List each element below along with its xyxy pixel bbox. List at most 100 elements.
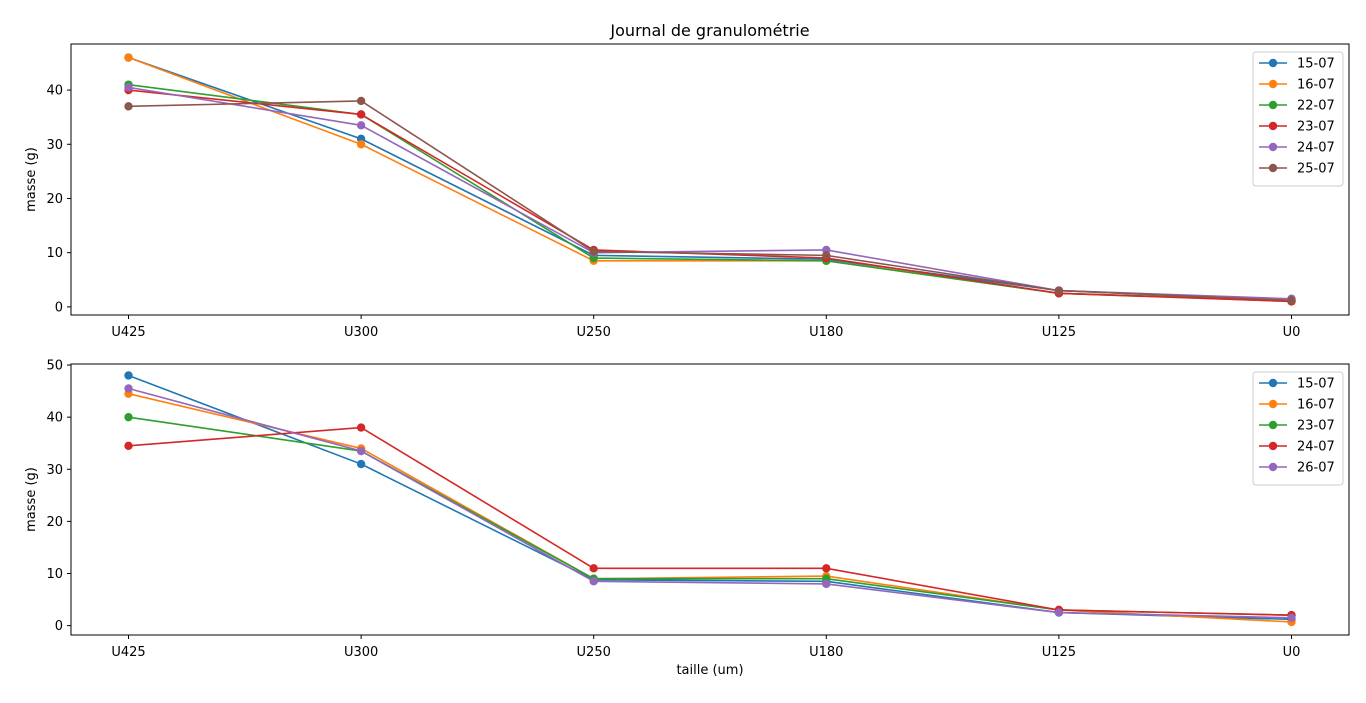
series-line — [128, 416, 1292, 616]
legend-marker — [1268, 399, 1278, 409]
y-tick-label: 30 — [46, 463, 63, 478]
data-point — [356, 423, 366, 432]
y-tick-label: 10 — [46, 246, 63, 261]
legend-marker — [1268, 79, 1278, 89]
data-point — [124, 384, 133, 393]
legend-marker — [1268, 163, 1278, 173]
subplot-1: 0 10 20 30 40 U425 U300 U250 U180 U125 U0 masse (g)… — [24, 43, 1350, 340]
x-tick-label: U425 — [111, 325, 145, 340]
x-tick-label: U125 — [1042, 325, 1076, 340]
legend-entry: 25-07 — [1259, 162, 1335, 177]
legend-entry: 24-07 — [1259, 141, 1335, 156]
series-23-07 — [124, 85, 1296, 306]
data-point — [356, 459, 366, 469]
y-tick-label: 40 — [46, 84, 63, 99]
y-axis-label: masse (g) — [24, 467, 39, 532]
legend-label: 26-07 — [1297, 461, 1335, 476]
data-point — [124, 371, 133, 380]
legend-marker — [1268, 378, 1278, 388]
y-tick-label: 40 — [46, 411, 63, 426]
series-15-07 — [124, 371, 1296, 624]
legend-entry: 23-07 — [1259, 419, 1335, 434]
legend-marker — [1268, 58, 1278, 68]
data-point — [589, 564, 598, 573]
legend-marker — [1268, 142, 1278, 152]
x-tick-label: U0 — [1283, 325, 1301, 340]
legend-entry: 16-07 — [1259, 78, 1335, 93]
data-point — [589, 247, 598, 256]
series-line — [128, 100, 1292, 302]
legend-label: 16-07 — [1297, 78, 1335, 93]
legend-entry: 23-07 — [1259, 120, 1335, 135]
data-point — [356, 110, 366, 119]
data-point — [822, 564, 831, 573]
legend-marker — [1268, 462, 1278, 472]
legend-label: 15-07 — [1297, 377, 1335, 392]
data-point — [1287, 613, 1296, 623]
legend-entry: 24-07 — [1259, 440, 1335, 455]
data-point — [356, 121, 366, 130]
legend-label: 22-07 — [1297, 99, 1335, 114]
series-26-07 — [124, 384, 1296, 623]
legend-label: 24-07 — [1297, 440, 1335, 455]
legend: 15-07 16-07 22-07 23-07 24-07 25-07 — [1252, 51, 1344, 187]
series-line — [128, 426, 1292, 616]
y-tick-label: 30 — [46, 138, 63, 153]
series-22-07 — [124, 80, 1296, 305]
series-line — [128, 56, 1292, 303]
x-tick-label: U425 — [111, 645, 145, 660]
data-point — [356, 140, 366, 149]
series-line — [128, 83, 1292, 302]
subplot-2: 0 10 20 30 40 50 U425 U300 U250 U180 U125 U0 masse (… — [24, 359, 1350, 678]
axes-frame — [70, 43, 1350, 316]
legend-entry: 16-07 — [1259, 398, 1335, 413]
series-24-07 — [124, 83, 1296, 303]
legend-marker — [1268, 121, 1278, 131]
x-tick-label: U180 — [809, 645, 843, 660]
y-tick-label: 50 — [46, 359, 63, 374]
legend-marker — [1268, 420, 1278, 430]
x-tick-label: U180 — [809, 325, 843, 340]
data-point — [124, 102, 133, 111]
data-point — [356, 96, 366, 106]
legend-label: 15-07 — [1297, 57, 1335, 72]
data-point — [589, 577, 598, 586]
legend-label: 25-07 — [1297, 162, 1335, 177]
x-axis-label: taille (um) — [676, 663, 743, 678]
data-point — [124, 83, 133, 92]
legend: 15-07 16-07 23-07 24-07 26-07 — [1252, 371, 1344, 486]
series-15-07 — [124, 53, 1296, 305]
legend-marker — [1268, 100, 1278, 110]
legend-label: 16-07 — [1297, 398, 1335, 413]
x-tick-label: U250 — [577, 325, 611, 340]
data-point — [822, 579, 831, 589]
legend-label: 23-07 — [1297, 419, 1335, 434]
y-tick-label: 20 — [46, 192, 63, 207]
x-tick-label: U125 — [1042, 645, 1076, 660]
data-point — [124, 412, 133, 422]
series-line — [128, 56, 1292, 302]
legend-marker — [1268, 441, 1278, 451]
legend-box — [1252, 371, 1344, 486]
figure-title: Journal de granulométrie — [609, 21, 809, 40]
data-point — [124, 53, 133, 62]
series-16-07 — [124, 389, 1296, 627]
legend-label: 23-07 — [1297, 120, 1335, 135]
data-point — [356, 446, 366, 456]
data-point — [1287, 296, 1296, 305]
x-tick-label: U250 — [577, 645, 611, 660]
axes-frame — [70, 363, 1350, 636]
y-tick-label: 0 — [55, 300, 63, 315]
legend-entry: 26-07 — [1259, 461, 1335, 476]
series-16-07 — [124, 53, 1296, 306]
series-line — [128, 387, 1292, 619]
legend-entry: 22-07 — [1259, 99, 1335, 114]
series-24-07 — [124, 423, 1296, 620]
x-tick-label: U0 — [1283, 645, 1301, 660]
data-point — [822, 251, 831, 260]
y-tick-label: 10 — [46, 567, 63, 582]
legend-label: 24-07 — [1297, 141, 1335, 156]
legend-entry: 15-07 — [1259, 57, 1335, 72]
data-point — [1054, 608, 1064, 617]
